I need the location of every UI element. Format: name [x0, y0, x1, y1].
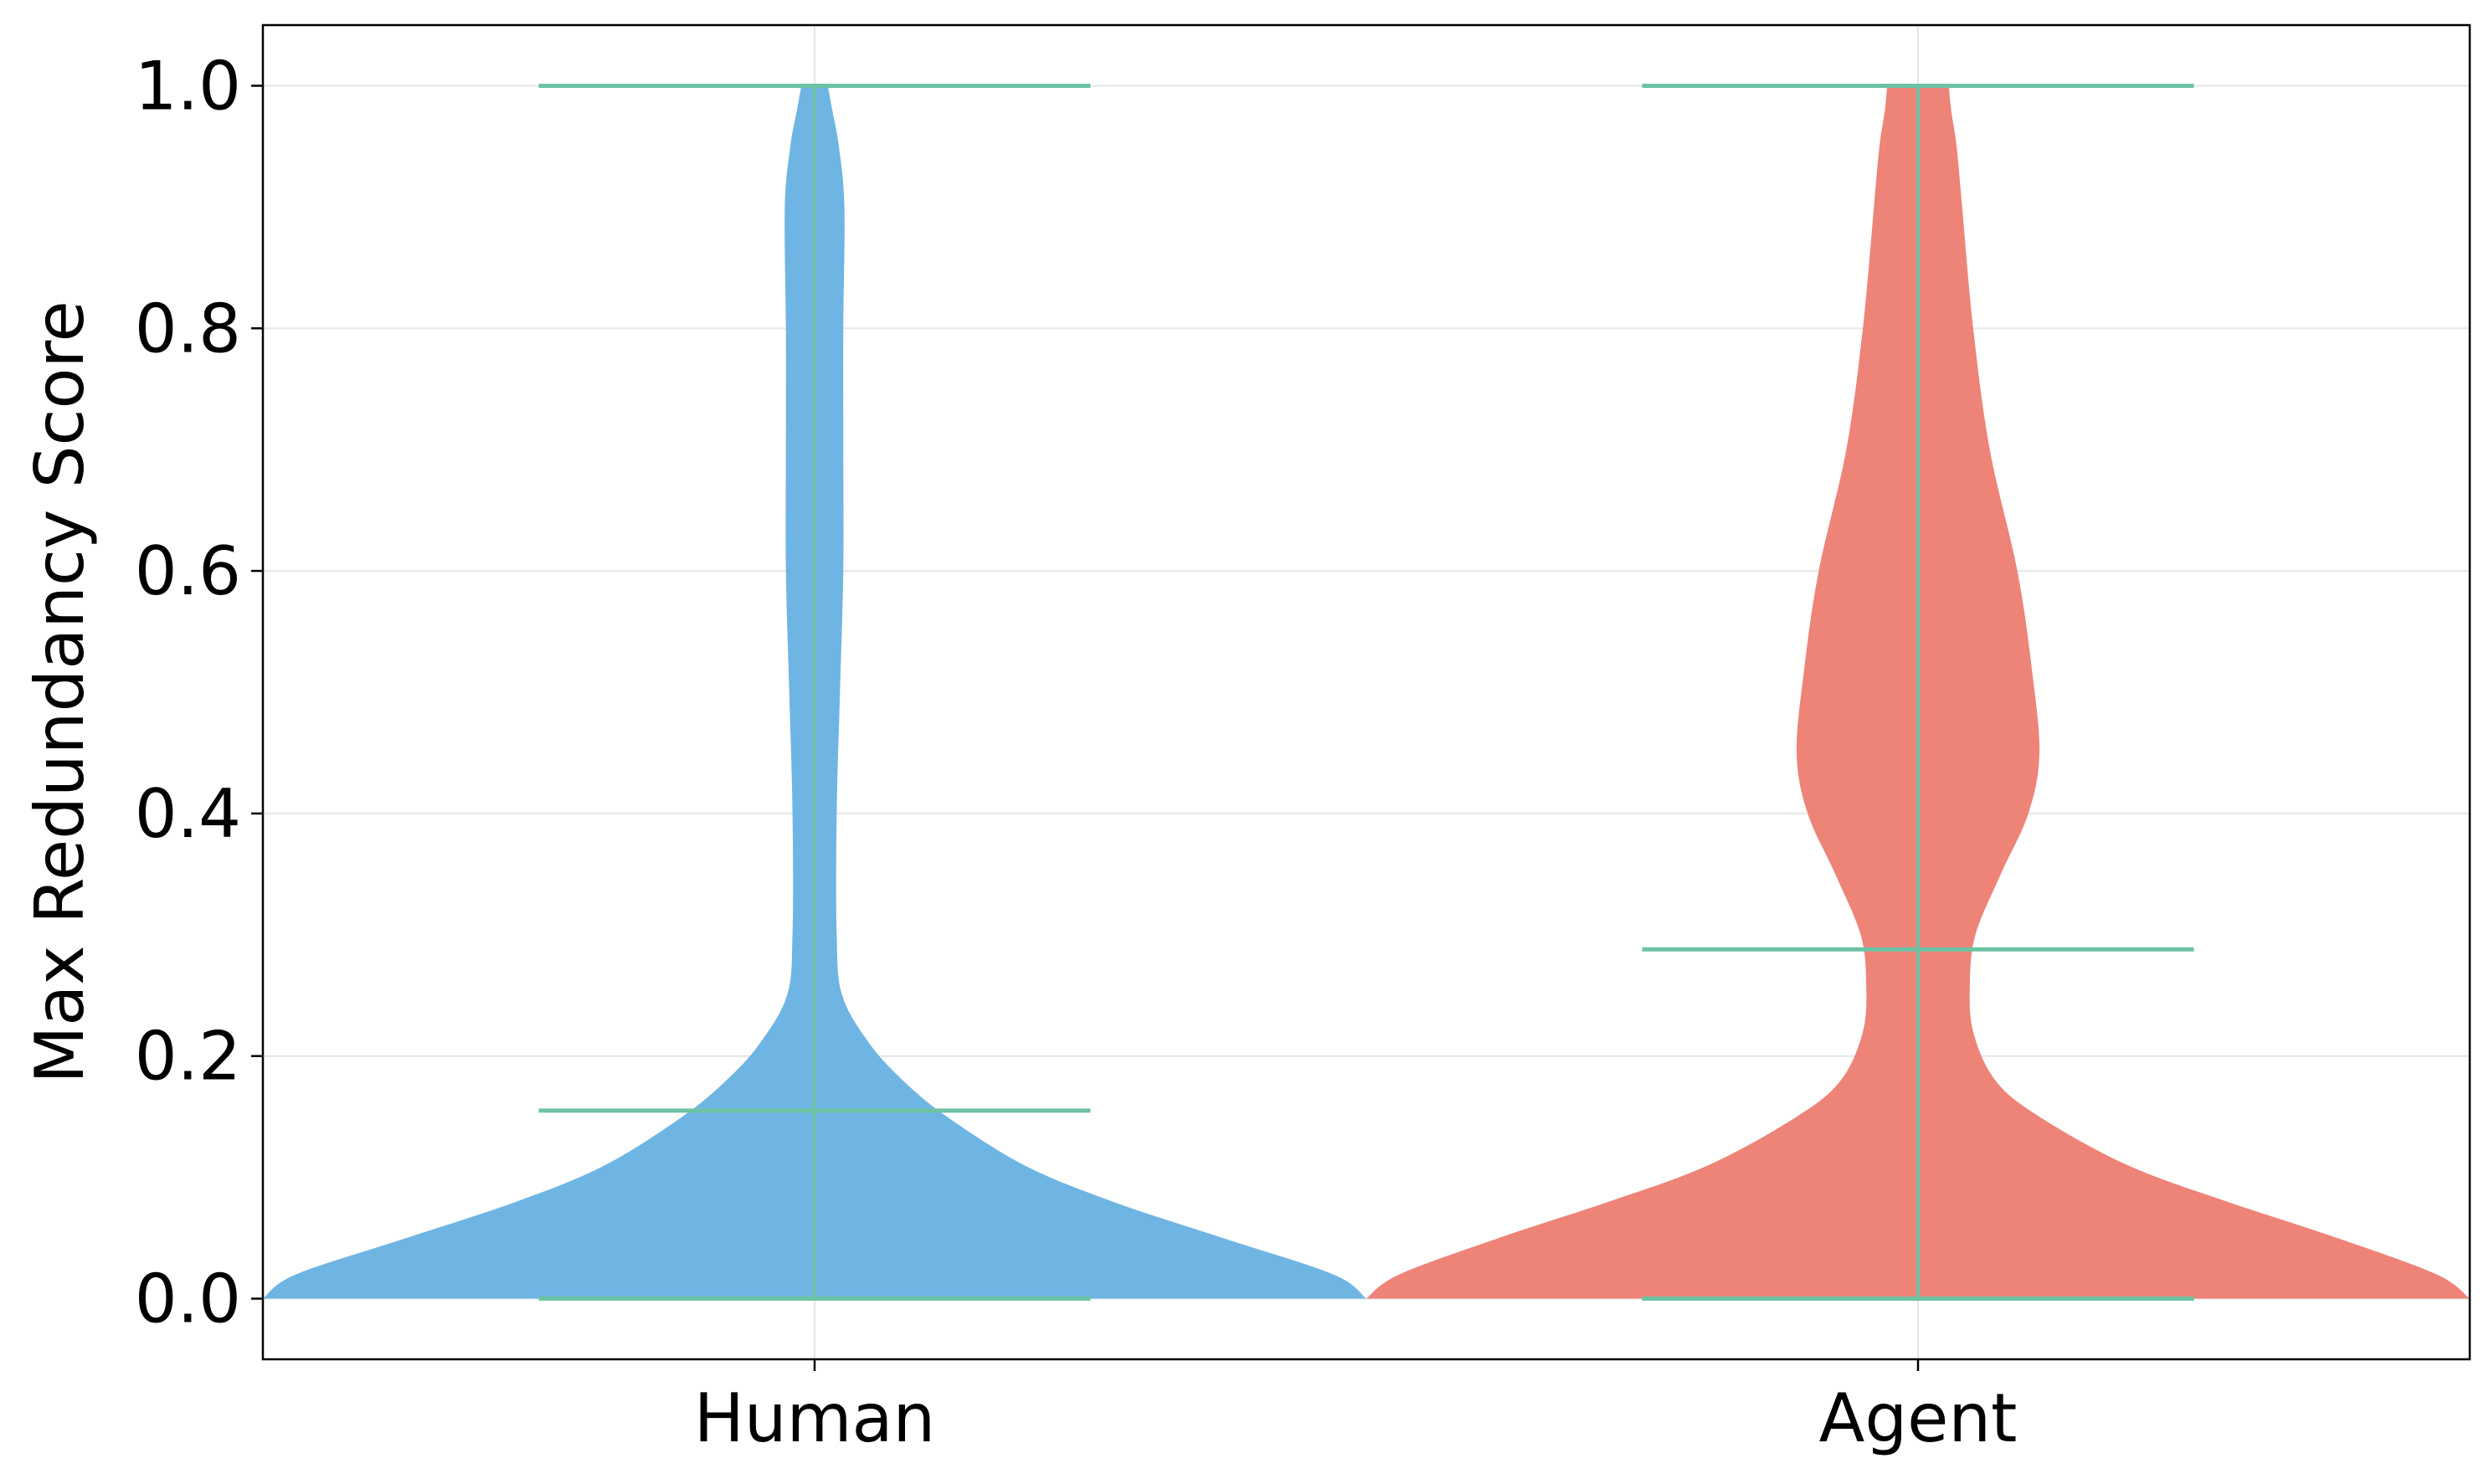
violin-layer	[263, 85, 2470, 1299]
y-axis: 0.0 0.2 0.4 0.6 0.8 1.0	[135, 47, 263, 1338]
y-tick-label: 0.0	[135, 1261, 241, 1338]
y-tick-label: 0.6	[135, 532, 241, 610]
y-tick-label: 0.8	[135, 290, 241, 367]
stat-lines-layer	[538, 83, 2194, 1302]
y-tick-label: 1.0	[135, 47, 241, 125]
x-tick-label: Agent	[1819, 1379, 2018, 1457]
x-axis: Human Agent	[694, 1359, 2018, 1457]
y-tick-label: 0.2	[135, 1018, 241, 1096]
plot-frame	[261, 23, 2471, 1361]
x-tick-label: Human	[694, 1379, 936, 1457]
grid-layer	[263, 25, 2470, 1359]
y-tick-label: 0.4	[135, 775, 241, 853]
y-axis-title: Max Redundancy Score	[21, 300, 99, 1084]
